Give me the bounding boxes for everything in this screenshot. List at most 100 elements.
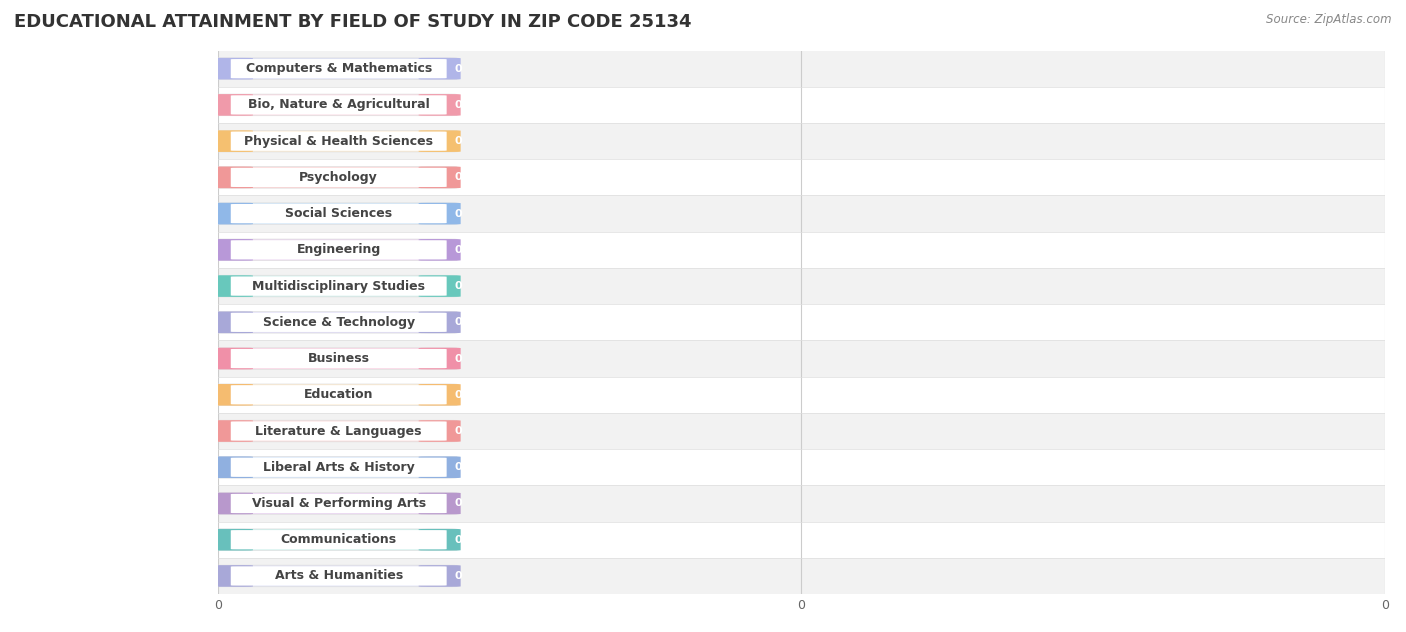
FancyBboxPatch shape: [419, 130, 461, 152]
FancyBboxPatch shape: [419, 312, 461, 333]
FancyBboxPatch shape: [211, 94, 457, 116]
Text: 0: 0: [454, 281, 463, 291]
FancyBboxPatch shape: [231, 530, 447, 549]
FancyBboxPatch shape: [231, 313, 447, 332]
Text: Communications: Communications: [281, 533, 396, 546]
Bar: [218, 413, 1385, 449]
Text: Multidisciplinary Studies: Multidisciplinary Studies: [252, 279, 425, 293]
FancyBboxPatch shape: [211, 239, 253, 260]
FancyBboxPatch shape: [419, 420, 461, 442]
Text: 0: 0: [454, 353, 463, 363]
Bar: [218, 341, 1385, 377]
Text: 0: 0: [454, 426, 463, 436]
FancyBboxPatch shape: [231, 349, 447, 368]
Text: Source: ZipAtlas.com: Source: ZipAtlas.com: [1267, 13, 1392, 26]
Text: 0: 0: [454, 64, 463, 74]
Text: Arts & Humanities: Arts & Humanities: [274, 569, 404, 583]
Bar: [218, 268, 1385, 304]
Text: Business: Business: [308, 352, 370, 365]
Text: 0: 0: [454, 390, 463, 400]
FancyBboxPatch shape: [211, 565, 457, 586]
Text: Computers & Mathematics: Computers & Mathematics: [246, 62, 432, 75]
FancyBboxPatch shape: [211, 203, 253, 224]
FancyBboxPatch shape: [211, 493, 253, 514]
Text: 0: 0: [454, 317, 463, 327]
Bar: [218, 123, 1385, 159]
FancyBboxPatch shape: [419, 384, 461, 406]
FancyBboxPatch shape: [231, 458, 447, 477]
FancyBboxPatch shape: [231, 95, 447, 114]
Text: 0: 0: [454, 571, 463, 581]
Text: 0: 0: [454, 173, 463, 183]
Text: 0: 0: [454, 136, 463, 146]
FancyBboxPatch shape: [231, 240, 447, 260]
Bar: [218, 449, 1385, 485]
Text: Engineering: Engineering: [297, 243, 381, 257]
FancyBboxPatch shape: [211, 529, 253, 550]
FancyBboxPatch shape: [419, 493, 461, 514]
FancyBboxPatch shape: [211, 276, 253, 297]
FancyBboxPatch shape: [419, 58, 461, 80]
Text: EDUCATIONAL ATTAINMENT BY FIELD OF STUDY IN ZIP CODE 25134: EDUCATIONAL ATTAINMENT BY FIELD OF STUDY…: [14, 13, 692, 30]
Text: Visual & Performing Arts: Visual & Performing Arts: [252, 497, 426, 510]
FancyBboxPatch shape: [231, 131, 447, 151]
FancyBboxPatch shape: [211, 348, 253, 369]
Text: 0: 0: [454, 499, 463, 509]
FancyBboxPatch shape: [231, 494, 447, 513]
Bar: [218, 87, 1385, 123]
FancyBboxPatch shape: [211, 312, 253, 333]
Text: 0: 0: [454, 100, 463, 110]
Text: Bio, Nature & Agricultural: Bio, Nature & Agricultural: [247, 99, 430, 111]
FancyBboxPatch shape: [419, 348, 461, 369]
Text: 0: 0: [454, 209, 463, 219]
FancyBboxPatch shape: [419, 167, 461, 188]
Bar: [218, 304, 1385, 341]
FancyBboxPatch shape: [211, 565, 253, 586]
Text: Education: Education: [304, 388, 374, 401]
FancyBboxPatch shape: [211, 312, 457, 333]
FancyBboxPatch shape: [211, 529, 457, 550]
Bar: [218, 377, 1385, 413]
FancyBboxPatch shape: [211, 239, 457, 260]
Text: Physical & Health Sciences: Physical & Health Sciences: [245, 135, 433, 148]
Bar: [218, 51, 1385, 87]
FancyBboxPatch shape: [419, 203, 461, 224]
Bar: [218, 232, 1385, 268]
FancyBboxPatch shape: [231, 385, 447, 404]
FancyBboxPatch shape: [211, 276, 457, 297]
FancyBboxPatch shape: [419, 529, 461, 550]
FancyBboxPatch shape: [231, 566, 447, 586]
FancyBboxPatch shape: [211, 384, 253, 406]
Text: Psychology: Psychology: [299, 171, 378, 184]
Bar: [218, 558, 1385, 594]
FancyBboxPatch shape: [211, 167, 253, 188]
FancyBboxPatch shape: [231, 276, 447, 296]
FancyBboxPatch shape: [419, 94, 461, 116]
Text: Social Sciences: Social Sciences: [285, 207, 392, 220]
Text: Liberal Arts & History: Liberal Arts & History: [263, 461, 415, 474]
FancyBboxPatch shape: [211, 167, 457, 188]
FancyBboxPatch shape: [211, 420, 457, 442]
FancyBboxPatch shape: [211, 456, 253, 478]
FancyBboxPatch shape: [211, 130, 457, 152]
FancyBboxPatch shape: [211, 58, 457, 80]
FancyBboxPatch shape: [419, 239, 461, 260]
FancyBboxPatch shape: [231, 204, 447, 223]
FancyBboxPatch shape: [211, 456, 457, 478]
FancyBboxPatch shape: [211, 58, 253, 80]
FancyBboxPatch shape: [231, 59, 447, 78]
FancyBboxPatch shape: [419, 276, 461, 297]
FancyBboxPatch shape: [231, 422, 447, 441]
FancyBboxPatch shape: [211, 348, 457, 369]
Text: 0: 0: [454, 462, 463, 472]
FancyBboxPatch shape: [211, 384, 457, 406]
Bar: [218, 195, 1385, 232]
FancyBboxPatch shape: [211, 130, 253, 152]
Bar: [218, 159, 1385, 195]
FancyBboxPatch shape: [211, 94, 253, 116]
Bar: [218, 521, 1385, 558]
Text: Science & Technology: Science & Technology: [263, 316, 415, 329]
FancyBboxPatch shape: [211, 420, 253, 442]
Text: Literature & Languages: Literature & Languages: [256, 425, 422, 437]
FancyBboxPatch shape: [419, 565, 461, 586]
